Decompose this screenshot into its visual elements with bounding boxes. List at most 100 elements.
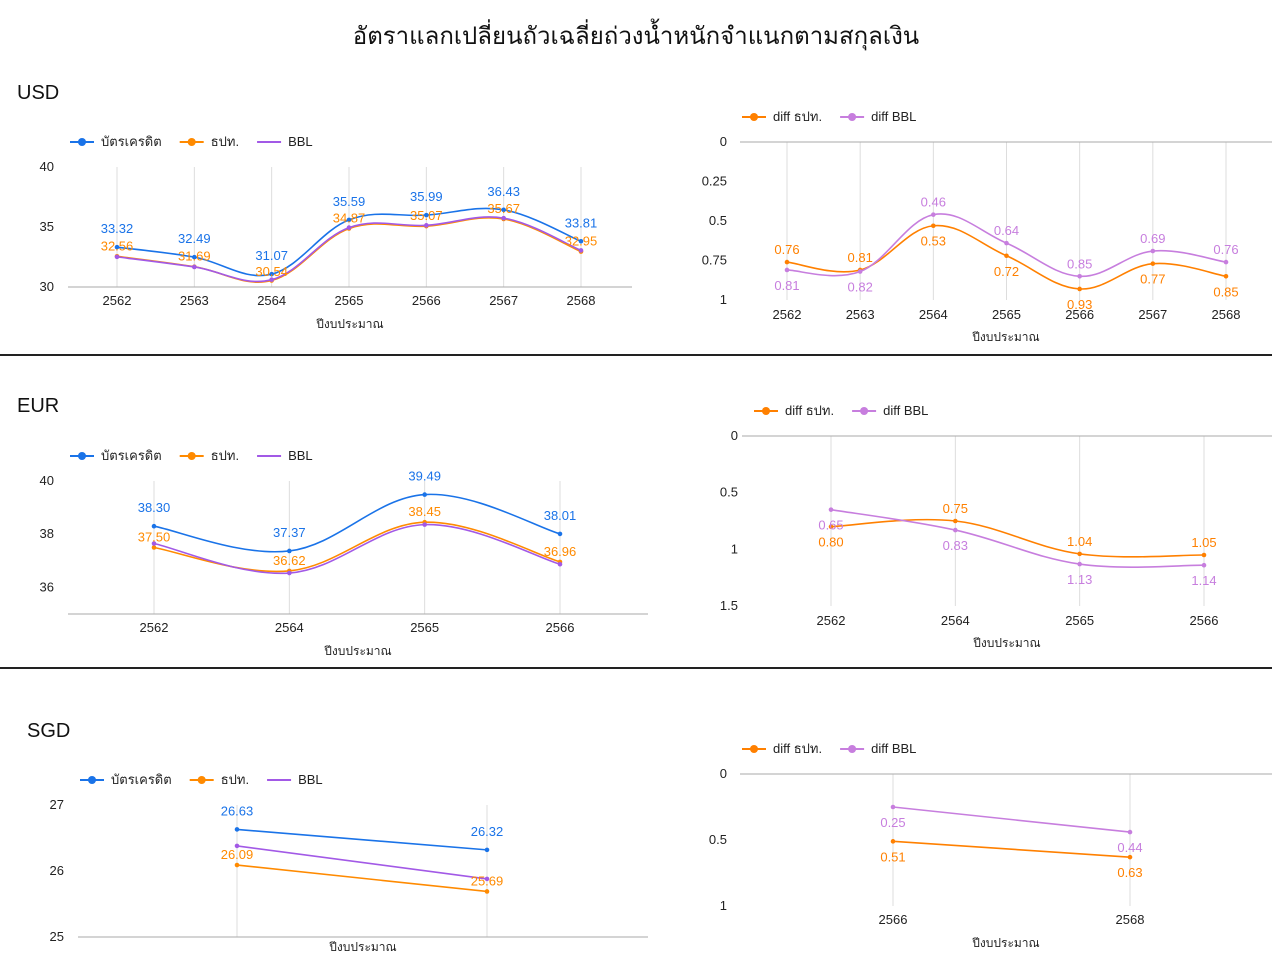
x-axis-title: ปีงบประมาณ — [972, 330, 1040, 344]
legend-label[interactable]: ธปท. — [211, 134, 239, 149]
data-point[interactable] — [1201, 562, 1207, 568]
data-point[interactable] — [1150, 261, 1156, 266]
legend-label[interactable]: diff BBL — [883, 403, 928, 418]
data-label: 1.13 — [1067, 572, 1092, 587]
data-point[interactable] — [422, 522, 427, 527]
data-point[interactable] — [269, 277, 274, 282]
data-point[interactable] — [1004, 240, 1009, 246]
data-label: 0.53 — [921, 234, 946, 249]
eur_diff-chart: 2562 2564 2565 2566 0 0.5 1 1.5 ปีงบประมาณ diff ธ… — [720, 403, 1272, 650]
data-point[interactable] — [151, 523, 157, 529]
data-point[interactable] — [192, 264, 197, 270]
data-point[interactable] — [953, 527, 958, 533]
data-label: 0.82 — [848, 280, 873, 295]
data-point[interactable] — [931, 223, 936, 229]
data-point[interactable] — [1150, 248, 1156, 254]
x-axis-title: ปีงบประมาณ — [329, 940, 397, 954]
data-label: 0.81 — [774, 278, 799, 293]
x-tick-label: 2564 — [941, 613, 970, 628]
legend-label[interactable]: ธปท. — [211, 448, 239, 463]
data-point[interactable] — [114, 244, 120, 250]
data-point[interactable] — [1127, 854, 1133, 860]
data-point[interactable] — [1004, 253, 1009, 259]
data-point[interactable] — [890, 804, 896, 810]
data-point[interactable] — [931, 212, 936, 217]
dashboard-title: อัตราแลกเปลี่ยนถัวเฉลี่ยถ่วงน้ำหนักจำแนก… — [352, 22, 920, 50]
legend-label[interactable]: BBL — [298, 772, 323, 787]
data-point[interactable] — [114, 254, 120, 260]
data-label: 0.51 — [880, 849, 905, 864]
usd_diff-chart: 2562 2563 2564 2565 2566 2567 2568 0 0.25 0.5 0.75… — [702, 109, 1272, 344]
data-point[interactable] — [557, 531, 563, 537]
data-point[interactable] — [1223, 274, 1229, 279]
data-point[interactable] — [1223, 259, 1229, 265]
legend-label[interactable]: diff BBL — [871, 741, 916, 756]
x-tick-label: 2567 — [489, 293, 518, 308]
x-tick-label: 2564 — [275, 620, 304, 635]
data-point[interactable] — [287, 548, 292, 554]
eur_rate-chart: 2562 2564 2565 2566 36 38 40 ปีงบประมาณ บัตรเครด… — [40, 448, 648, 658]
data-point[interactable] — [484, 889, 490, 894]
y-tick-label: 27 — [50, 797, 64, 812]
data-point[interactable] — [484, 847, 490, 853]
legend-marker-icon — [187, 452, 196, 460]
data-point[interactable] — [346, 225, 352, 230]
data-point[interactable] — [501, 215, 506, 221]
legend-label[interactable]: บัตรเครดิต — [101, 134, 162, 149]
data-point[interactable] — [557, 561, 563, 567]
data-point[interactable] — [828, 507, 834, 512]
data-label: 32.95 — [565, 234, 598, 249]
legend-marker-icon — [88, 776, 96, 784]
data-point[interactable] — [234, 827, 240, 832]
data-point[interactable] — [422, 492, 427, 497]
data-point[interactable] — [501, 207, 506, 213]
legend-label[interactable]: diff ธปท. — [773, 741, 822, 756]
data-point[interactable] — [578, 248, 584, 253]
data-point[interactable] — [857, 269, 863, 274]
data-point[interactable] — [192, 254, 197, 260]
data-point[interactable] — [424, 223, 429, 228]
data-point[interactable] — [151, 541, 157, 546]
data-point[interactable] — [784, 259, 790, 265]
data-point[interactable] — [1077, 286, 1082, 292]
legend-label[interactable]: BBL — [288, 448, 313, 463]
legend-label[interactable]: บัตรเครดิต — [101, 448, 162, 463]
data-point[interactable] — [234, 862, 240, 868]
series-line-1 — [830, 508, 1205, 568]
legend-label[interactable]: diff ธปท. — [773, 109, 822, 124]
data-point[interactable] — [287, 570, 292, 576]
series-line-1 — [153, 521, 561, 573]
data-point[interactable] — [1127, 829, 1133, 835]
y-tick-label: 1.5 — [720, 598, 738, 613]
series-line-0 — [236, 828, 488, 851]
x-tick-label: 2566 — [879, 912, 908, 927]
legend-label[interactable]: ธปท. — [221, 772, 249, 787]
y-tick-label: 25 — [50, 929, 64, 944]
data-point[interactable] — [578, 238, 584, 244]
data-point[interactable] — [484, 876, 490, 882]
data-point[interactable] — [1077, 551, 1082, 557]
legend-label[interactable]: diff BBL — [871, 109, 916, 124]
data-point[interactable] — [1077, 561, 1082, 567]
data-point[interactable] — [1077, 274, 1082, 279]
y-tick-label: 0 — [720, 134, 727, 149]
legend-label[interactable]: BBL — [288, 134, 313, 149]
data-point[interactable] — [424, 212, 429, 218]
data-point[interactable] — [234, 843, 240, 849]
data-point[interactable] — [784, 267, 790, 273]
data-point[interactable] — [953, 518, 958, 524]
data-point[interactable] — [890, 839, 896, 844]
data-point[interactable] — [151, 545, 157, 550]
data-point[interactable] — [269, 271, 274, 277]
data-point[interactable] — [1201, 552, 1207, 558]
legend-marker-icon — [762, 407, 770, 415]
data-label: 31.07 — [255, 248, 288, 263]
data-point[interactable] — [828, 524, 834, 529]
legend-label[interactable]: บัตรเครดิต — [111, 772, 172, 787]
legend-marker-icon — [78, 452, 86, 460]
legend-label[interactable]: diff ธปท. — [785, 403, 834, 418]
data-label: 25.69 — [471, 873, 504, 888]
data-point[interactable] — [346, 217, 352, 223]
